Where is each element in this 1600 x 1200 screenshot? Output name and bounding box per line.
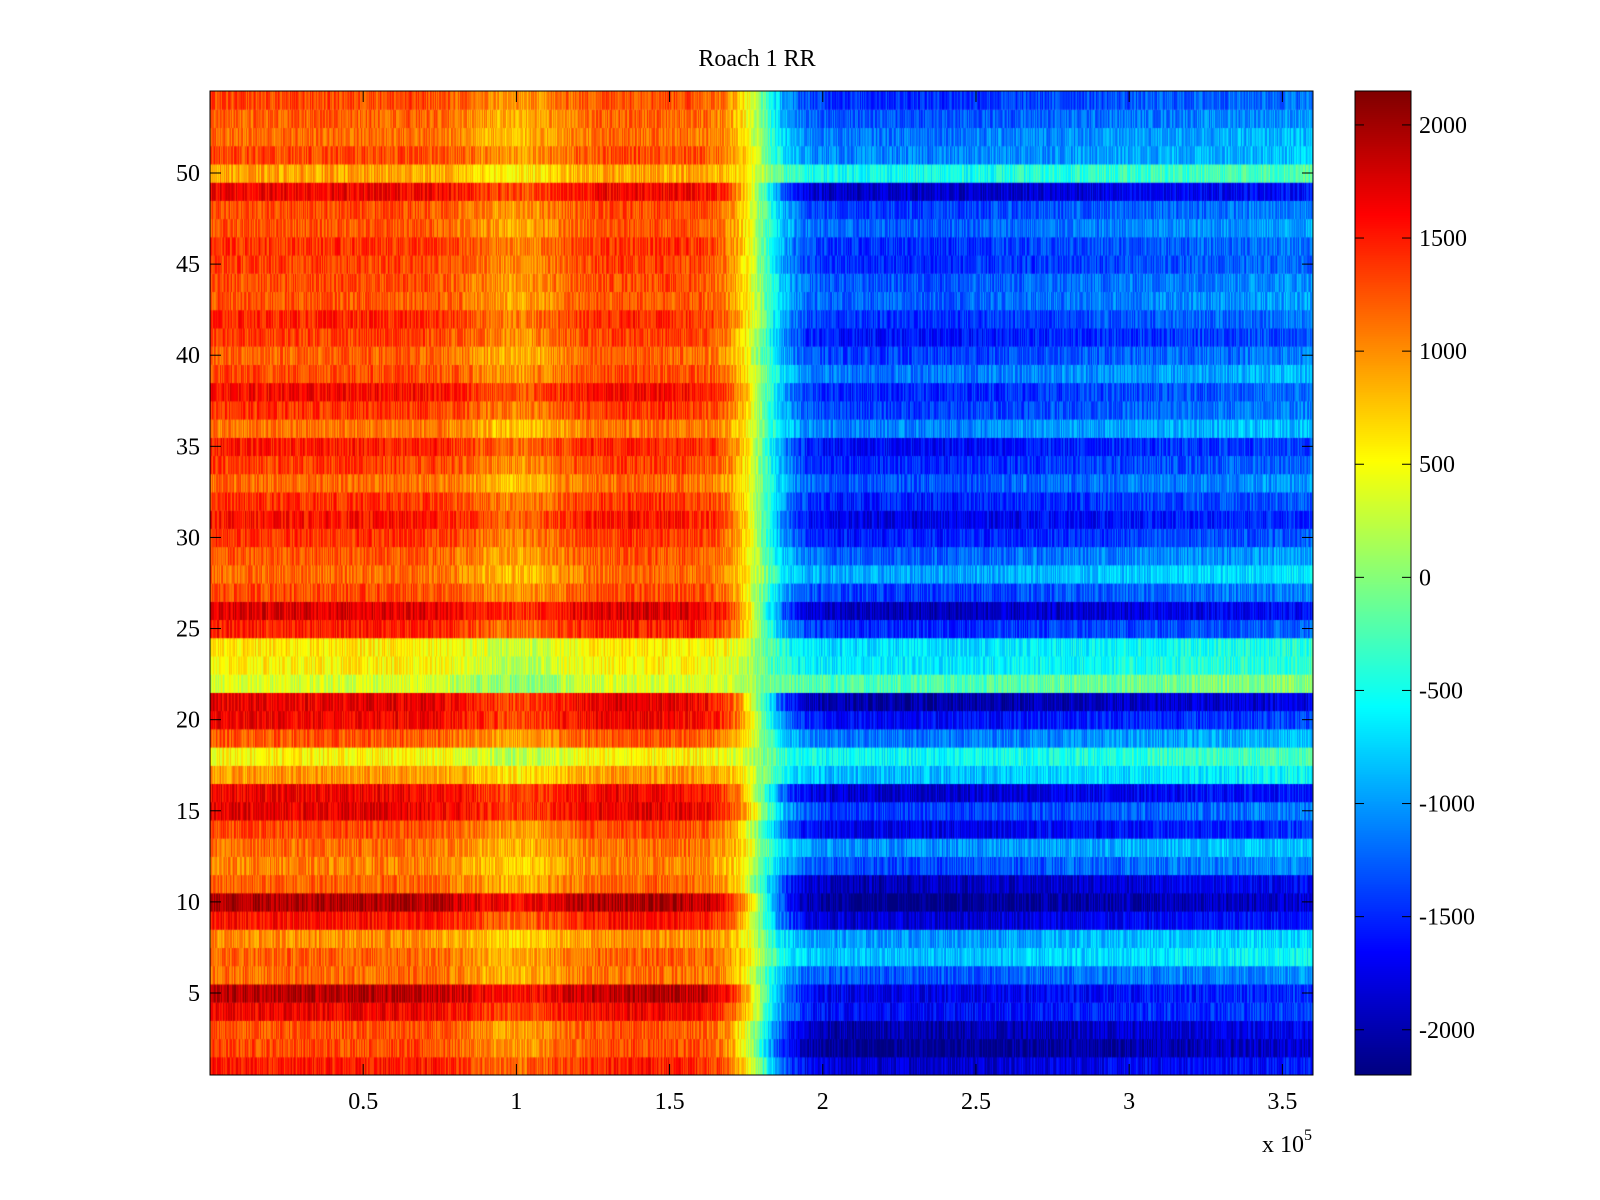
y-tick-label: 45 xyxy=(176,252,200,278)
x-tick-label: 3.5 xyxy=(1267,1089,1297,1115)
x-tick-label: 2.5 xyxy=(961,1089,991,1115)
y-tick-label: 10 xyxy=(176,890,200,916)
plot-axes xyxy=(209,90,1314,1076)
y-tick-label: 50 xyxy=(176,161,200,187)
colorbar-frame xyxy=(1354,90,1412,1076)
x-tick-label: 1 xyxy=(510,1089,522,1115)
heatmap-image xyxy=(210,91,1313,1075)
x-axis: 0.5 1 1.5 2 2.5 3 3.5 xyxy=(348,91,1297,1115)
y-tick-label: 35 xyxy=(176,434,200,460)
y-tick-label: 15 xyxy=(176,799,200,825)
colorbar-tick-label: -1000 xyxy=(1419,792,1475,818)
x-tick-label: 1.5 xyxy=(655,1089,685,1115)
plot-frame xyxy=(209,90,1314,1076)
x-multiplier-exponent: 5 xyxy=(1304,1127,1312,1144)
x-multiplier-base: x 10 xyxy=(1262,1132,1304,1158)
colorbar-tick-label: -500 xyxy=(1419,678,1463,704)
y-tick-label: 5 xyxy=(188,981,200,1007)
y-tick-label: 25 xyxy=(176,617,200,643)
y-axis: 5 10 15 20 25 30 35 40 45 50 xyxy=(176,161,1313,1007)
y-tick-label: 30 xyxy=(176,525,200,551)
x-tick-label: 2 xyxy=(817,1089,829,1115)
colorbar-tick-label: 1500 xyxy=(1419,226,1467,252)
colorbar-tick-label: 0 xyxy=(1419,565,1431,591)
chart-title: Roach 1 RR xyxy=(698,46,815,72)
colorbar-tick-label: 500 xyxy=(1419,452,1455,478)
x-tick-label: 3 xyxy=(1123,1089,1135,1115)
y-tick-label: 20 xyxy=(176,708,200,734)
colorbar-tick-label: 1000 xyxy=(1419,339,1467,365)
colorbar-tick-label: -1500 xyxy=(1419,905,1475,931)
x-axis-multiplier: x 105 xyxy=(1262,1127,1312,1158)
colorbar-tick-label: 2000 xyxy=(1419,113,1467,139)
colorbar-tick-label: -2000 xyxy=(1419,1018,1475,1044)
colorbar-axis: 2000 1500 1000 500 0 -500 -1000 -1500 -2000 xyxy=(1354,90,1475,1076)
colorbar-image xyxy=(1355,91,1411,1075)
x-tick-label: 0.5 xyxy=(348,1089,378,1115)
y-tick-label: 40 xyxy=(176,343,200,369)
